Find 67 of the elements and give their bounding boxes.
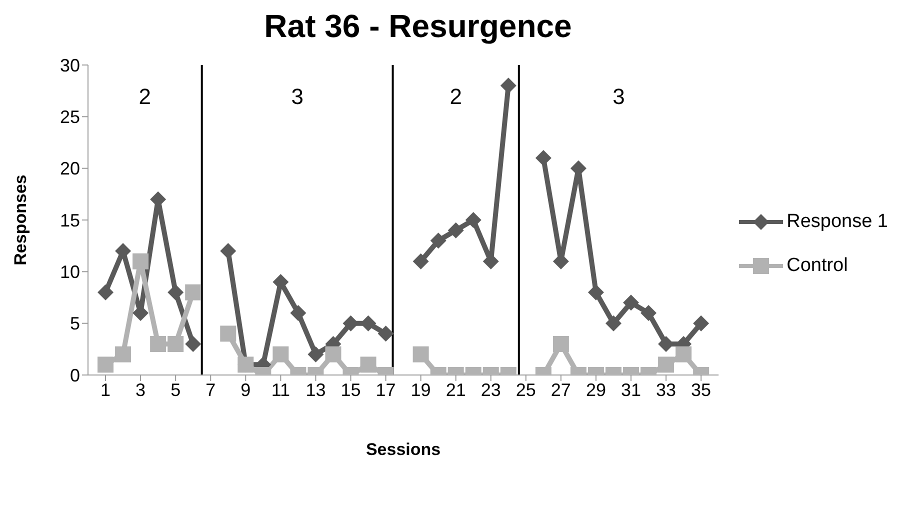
point (308, 346, 324, 362)
point (360, 356, 376, 373)
point (640, 305, 657, 321)
annotation: 3 (612, 84, 625, 109)
point (220, 243, 236, 259)
point (150, 336, 166, 352)
point (412, 346, 429, 362)
point (115, 243, 132, 259)
x-tick-label: 9 (240, 380, 251, 400)
x-tick-label: 5 (170, 380, 181, 400)
point (623, 294, 640, 311)
x-tick-label: 31 (620, 380, 642, 400)
x-tick-label: 25 (516, 380, 536, 400)
point (220, 326, 236, 342)
x-tick-label: 27 (550, 380, 571, 400)
x-tick-label: 7 (206, 380, 216, 400)
chart-title: Rat 36 - Resurgence (263, 8, 573, 45)
point (658, 356, 674, 373)
y-tick-label: 15 (60, 210, 80, 230)
point (272, 346, 289, 362)
x-tick-label: 15 (340, 380, 361, 400)
point (676, 346, 692, 362)
annotation: 2 (138, 84, 152, 109)
x-tick-label: 35 (691, 380, 712, 400)
y-tick-label: 20 (60, 158, 80, 179)
annotation: 3 (291, 84, 304, 109)
point (605, 315, 622, 332)
y-tick-label: 25 (60, 107, 80, 128)
x-tick-label: 3 (136, 380, 146, 400)
y-tick-label: 10 (60, 262, 80, 282)
point (378, 326, 394, 342)
point (185, 336, 202, 352)
x-tick-label: 11 (271, 380, 290, 400)
legend-label: Response 1 (786, 211, 888, 233)
point (115, 346, 132, 362)
point (132, 253, 149, 270)
point (588, 284, 604, 300)
point (290, 305, 306, 321)
point (500, 78, 516, 94)
point (168, 284, 184, 300)
point (185, 284, 202, 300)
x-tick-label: 19 (410, 380, 431, 400)
y-axis-title: Responses (11, 174, 30, 266)
point (98, 284, 114, 300)
point (325, 346, 342, 362)
x-tick-label: 21 (446, 380, 466, 400)
x-tick-label: 1 (100, 380, 111, 400)
point (430, 232, 446, 249)
x-axis-title: Sessions (366, 440, 441, 459)
y-tick-label: 0 (70, 365, 80, 386)
point (693, 315, 710, 332)
point (98, 356, 114, 373)
x-tick-label: 17 (376, 380, 396, 400)
point (168, 336, 184, 352)
annotation: 2 (450, 84, 462, 109)
point (465, 212, 482, 228)
y-tick-label: 30 (60, 55, 80, 76)
point (552, 336, 569, 352)
x-tick-label: 13 (306, 380, 326, 400)
legend-label: Control (786, 255, 848, 277)
x-tick-label: 33 (656, 380, 676, 400)
point (448, 222, 464, 238)
x-tick-label: 29 (586, 380, 606, 400)
point (412, 253, 429, 270)
point (535, 150, 552, 166)
y-tick-label: 5 (70, 314, 80, 334)
x-tick-label: 23 (480, 380, 501, 400)
